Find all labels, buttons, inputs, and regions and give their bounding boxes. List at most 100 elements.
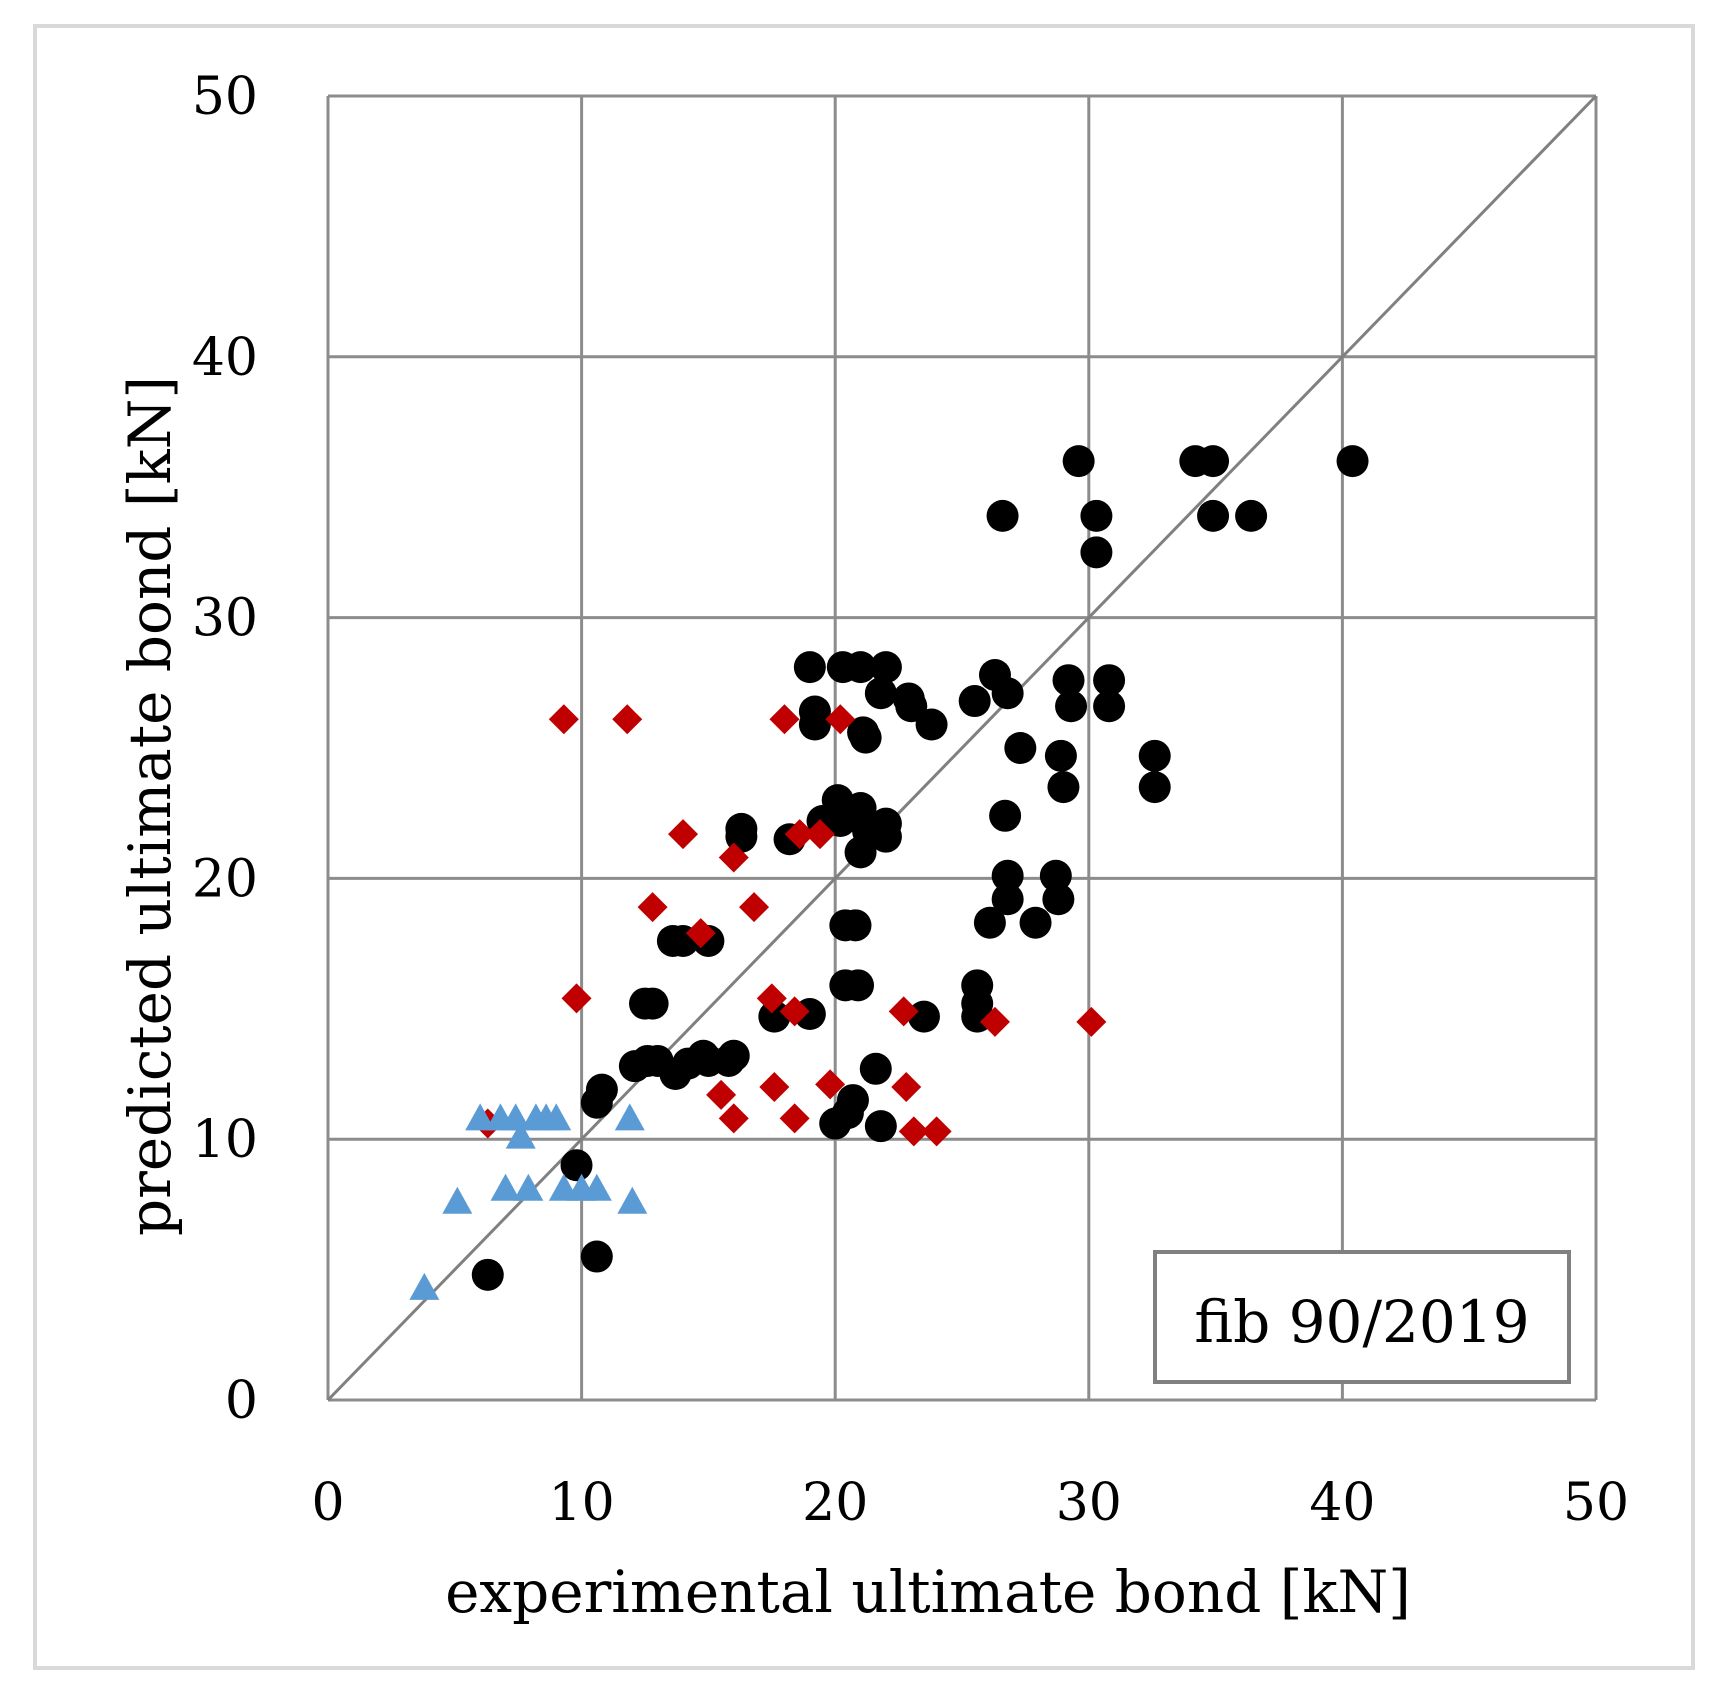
circle-point bbox=[1138, 739, 1171, 772]
x-tick-label: 40 bbox=[1309, 1473, 1375, 1533]
diamond-point bbox=[888, 996, 919, 1027]
circle-point bbox=[1062, 445, 1095, 478]
circle-point bbox=[842, 969, 875, 1002]
circle-point bbox=[1052, 664, 1085, 697]
circle-point bbox=[793, 651, 826, 684]
diamond-point bbox=[706, 1079, 737, 1110]
x-tick-label: 30 bbox=[1056, 1473, 1122, 1533]
diamond-point bbox=[979, 1006, 1010, 1037]
diamond-point bbox=[739, 892, 770, 923]
circle-point bbox=[986, 499, 1019, 532]
diamond-point bbox=[612, 704, 643, 735]
circle-point bbox=[1019, 906, 1052, 939]
circle-point bbox=[798, 708, 831, 741]
diamond-point bbox=[668, 819, 699, 850]
circle-point bbox=[1093, 664, 1126, 697]
circle-point bbox=[1197, 499, 1230, 532]
triangle-point bbox=[505, 1121, 536, 1149]
circle-point bbox=[991, 883, 1024, 916]
circle-point bbox=[560, 1149, 593, 1182]
circle-point bbox=[844, 651, 877, 684]
diamond-point bbox=[685, 918, 716, 949]
diamond-point bbox=[784, 819, 815, 850]
circle-point bbox=[991, 859, 1024, 892]
y-axis-title: predicted ultimate bond [kN] bbox=[116, 376, 184, 1236]
circle-point bbox=[1047, 771, 1080, 804]
circle-point bbox=[839, 909, 872, 942]
circle-point bbox=[849, 721, 882, 754]
diamond-point bbox=[804, 819, 835, 850]
diamond-point bbox=[637, 892, 668, 923]
diamond-point bbox=[561, 983, 592, 1014]
y-tick-label: 10 bbox=[192, 1110, 258, 1170]
circle-point bbox=[869, 651, 902, 684]
circle-point bbox=[1080, 536, 1113, 569]
diamond-point bbox=[815, 1069, 846, 1100]
triangle-point bbox=[442, 1186, 473, 1214]
circle-point bbox=[1042, 883, 1075, 916]
circle-point bbox=[991, 677, 1024, 710]
circle-point bbox=[1039, 859, 1072, 892]
circle-point bbox=[471, 1258, 504, 1291]
circle-point bbox=[1336, 445, 1369, 478]
diamond-point bbox=[769, 704, 800, 735]
diamond-point bbox=[779, 996, 810, 1027]
circle-point bbox=[636, 987, 669, 1020]
annotation-box: fib 90/2019 bbox=[1153, 1250, 1571, 1384]
diamond-point bbox=[548, 704, 579, 735]
circle-point bbox=[836, 1084, 869, 1117]
diamond-point bbox=[759, 1072, 790, 1103]
diamond-point bbox=[891, 1072, 922, 1103]
y-tick-label: 30 bbox=[192, 589, 258, 649]
triangle-point bbox=[465, 1103, 496, 1131]
x-tick-label: 20 bbox=[802, 1473, 868, 1533]
diamond-point bbox=[779, 1103, 810, 1134]
diamond-point bbox=[1076, 1006, 1107, 1037]
y-tick-label: 50 bbox=[192, 67, 258, 127]
diamond-point bbox=[718, 1103, 749, 1134]
circle-point bbox=[864, 1110, 897, 1143]
circle-point bbox=[585, 1073, 618, 1106]
y-tick-label: 0 bbox=[225, 1371, 258, 1431]
circle-point bbox=[580, 1240, 613, 1273]
circle-point bbox=[1235, 499, 1268, 532]
circle-point bbox=[1197, 445, 1230, 478]
circle-point bbox=[1044, 739, 1077, 772]
reference-diagonal-line bbox=[326, 94, 1598, 1402]
circle-point bbox=[973, 906, 1006, 939]
y-tick-label: 40 bbox=[192, 328, 258, 388]
circle-point bbox=[1055, 690, 1088, 723]
annotation-text: fib 90/2019 bbox=[1194, 1288, 1529, 1356]
circle-point bbox=[989, 799, 1022, 832]
triangle-point bbox=[490, 1173, 521, 1201]
triangle-point bbox=[581, 1173, 612, 1201]
circle-point bbox=[859, 1052, 892, 1085]
circle-point bbox=[895, 690, 928, 723]
series-circles bbox=[471, 445, 1369, 1291]
y-tick-label: 20 bbox=[192, 849, 258, 909]
diamond-point bbox=[825, 704, 856, 735]
grid-lines bbox=[326, 94, 1598, 1402]
diamond-point bbox=[718, 842, 749, 873]
triangle-point bbox=[541, 1103, 572, 1131]
circle-point bbox=[869, 820, 902, 853]
circle-point bbox=[958, 685, 991, 718]
x-tick-label: 10 bbox=[549, 1473, 615, 1533]
circle-point bbox=[864, 677, 897, 710]
x-tick-label: 0 bbox=[311, 1473, 344, 1533]
circle-point bbox=[915, 708, 948, 741]
x-axis-title: experimental ultimate bond [kN] bbox=[445, 1558, 1411, 1626]
series-triangles bbox=[409, 1103, 648, 1300]
circle-point bbox=[907, 1000, 940, 1033]
circle-point bbox=[1004, 732, 1037, 764]
data-points bbox=[409, 445, 1369, 1300]
diamond-point bbox=[898, 1116, 929, 1147]
circle-point bbox=[725, 812, 758, 845]
triangle-point bbox=[409, 1272, 440, 1300]
axis-tick-labels: 0 10 20 30 40 50 0 10 20 30 40 50 bbox=[192, 67, 1629, 1533]
diamond-point bbox=[756, 983, 787, 1014]
triangle-point bbox=[617, 1186, 648, 1214]
x-tick-label: 50 bbox=[1563, 1473, 1629, 1533]
